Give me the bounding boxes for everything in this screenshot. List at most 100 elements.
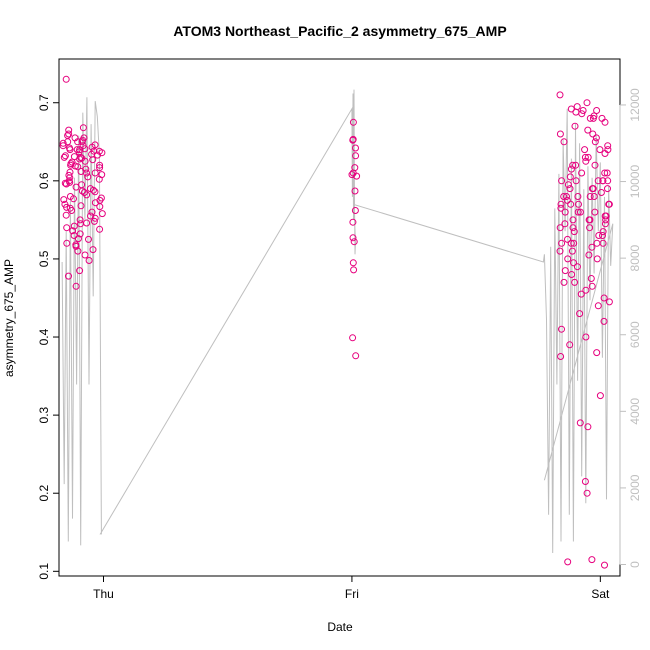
data-point [584, 423, 592, 431]
x-tick-label: Sat [591, 587, 610, 601]
data-point [90, 217, 98, 225]
data-point [85, 257, 93, 264]
data-point [586, 224, 594, 232]
data-point [597, 189, 605, 196]
data-point [77, 153, 85, 161]
data-point [80, 189, 88, 196]
data-point [62, 211, 70, 219]
points-layer [59, 75, 613, 569]
data-point [80, 134, 88, 142]
data-point [556, 91, 564, 99]
series-line [61, 89, 614, 554]
data-point [572, 177, 580, 185]
data-point [566, 185, 574, 193]
y-axis-label: asymmetry_675_AMP [2, 259, 16, 377]
data-point [586, 114, 594, 122]
data-point [560, 138, 568, 146]
data-point [599, 228, 607, 236]
y-tick-label: 0.3 [37, 406, 51, 423]
data-point [566, 341, 574, 349]
right-y-tick-label: 12000 [628, 88, 642, 122]
data-point [564, 255, 572, 263]
data-point [591, 161, 599, 169]
right-y-tick-label: 2000 [628, 474, 642, 501]
data-point [586, 193, 594, 200]
data-point [603, 169, 611, 177]
data-point [61, 200, 69, 208]
data-point [593, 107, 601, 114]
data-point [88, 208, 96, 216]
y-tick-label: 0.1 [37, 563, 51, 580]
data-point [576, 208, 584, 216]
data-point [560, 193, 568, 200]
data-point [96, 203, 104, 211]
y-tick-label: 0.6 [37, 172, 51, 189]
data-point [592, 134, 600, 142]
data-point [561, 220, 569, 228]
data-point [59, 139, 67, 147]
data-point [349, 218, 357, 226]
data-point [90, 147, 98, 155]
data-point [598, 114, 606, 122]
data-point [65, 171, 73, 179]
data-point [570, 228, 578, 236]
data-point [556, 247, 564, 255]
data-point [79, 124, 87, 132]
data-point [74, 138, 82, 146]
data-point [63, 239, 71, 247]
data-point [566, 173, 574, 181]
data-point [578, 169, 586, 177]
data-point [77, 202, 85, 210]
data-point [579, 107, 587, 114]
data-point [564, 235, 571, 243]
data-point [87, 212, 94, 220]
y-tick-label: 0.5 [37, 250, 51, 267]
data-point [582, 333, 590, 341]
data-point [94, 151, 101, 159]
data-point [84, 173, 92, 181]
data-point [567, 200, 575, 208]
data-point [585, 251, 593, 259]
data-point [72, 282, 80, 290]
data-point [567, 239, 575, 247]
data-point [604, 177, 612, 185]
data-point [88, 143, 96, 151]
data-point [584, 153, 592, 161]
data-point [85, 235, 92, 243]
data-point [353, 172, 361, 180]
data-point [588, 243, 596, 251]
data-point [589, 130, 597, 138]
right-y-tick-label: 4000 [628, 398, 642, 425]
data-point [76, 216, 84, 224]
data-point [591, 138, 599, 146]
data-point [59, 142, 67, 150]
data-point [81, 251, 89, 259]
data-point [558, 239, 566, 247]
data-point [348, 171, 356, 179]
data-point [61, 179, 69, 187]
data-point [91, 188, 99, 196]
data-point [581, 478, 589, 485]
data-point [67, 161, 75, 169]
data-point [593, 349, 601, 357]
data-point [571, 122, 579, 130]
data-point [573, 263, 581, 271]
data-point [60, 153, 68, 161]
data-point [605, 200, 613, 208]
data-point [563, 196, 571, 204]
data-point [350, 238, 358, 246]
data-point [61, 152, 69, 160]
data-point [577, 290, 585, 298]
data-point [352, 144, 359, 152]
data-point [560, 278, 568, 286]
data-point [349, 118, 357, 126]
data-point [73, 146, 81, 154]
y-axis: 0.1 0.2 0.3 0.4 0.5 0.6 0.7 [37, 94, 59, 580]
data-point [569, 161, 577, 169]
data-point [82, 165, 90, 173]
data-point [564, 558, 572, 566]
x-axis: Thu Fri Sat [93, 575, 610, 601]
data-point [567, 165, 575, 173]
data-point [576, 419, 584, 427]
data-point [601, 150, 609, 157]
